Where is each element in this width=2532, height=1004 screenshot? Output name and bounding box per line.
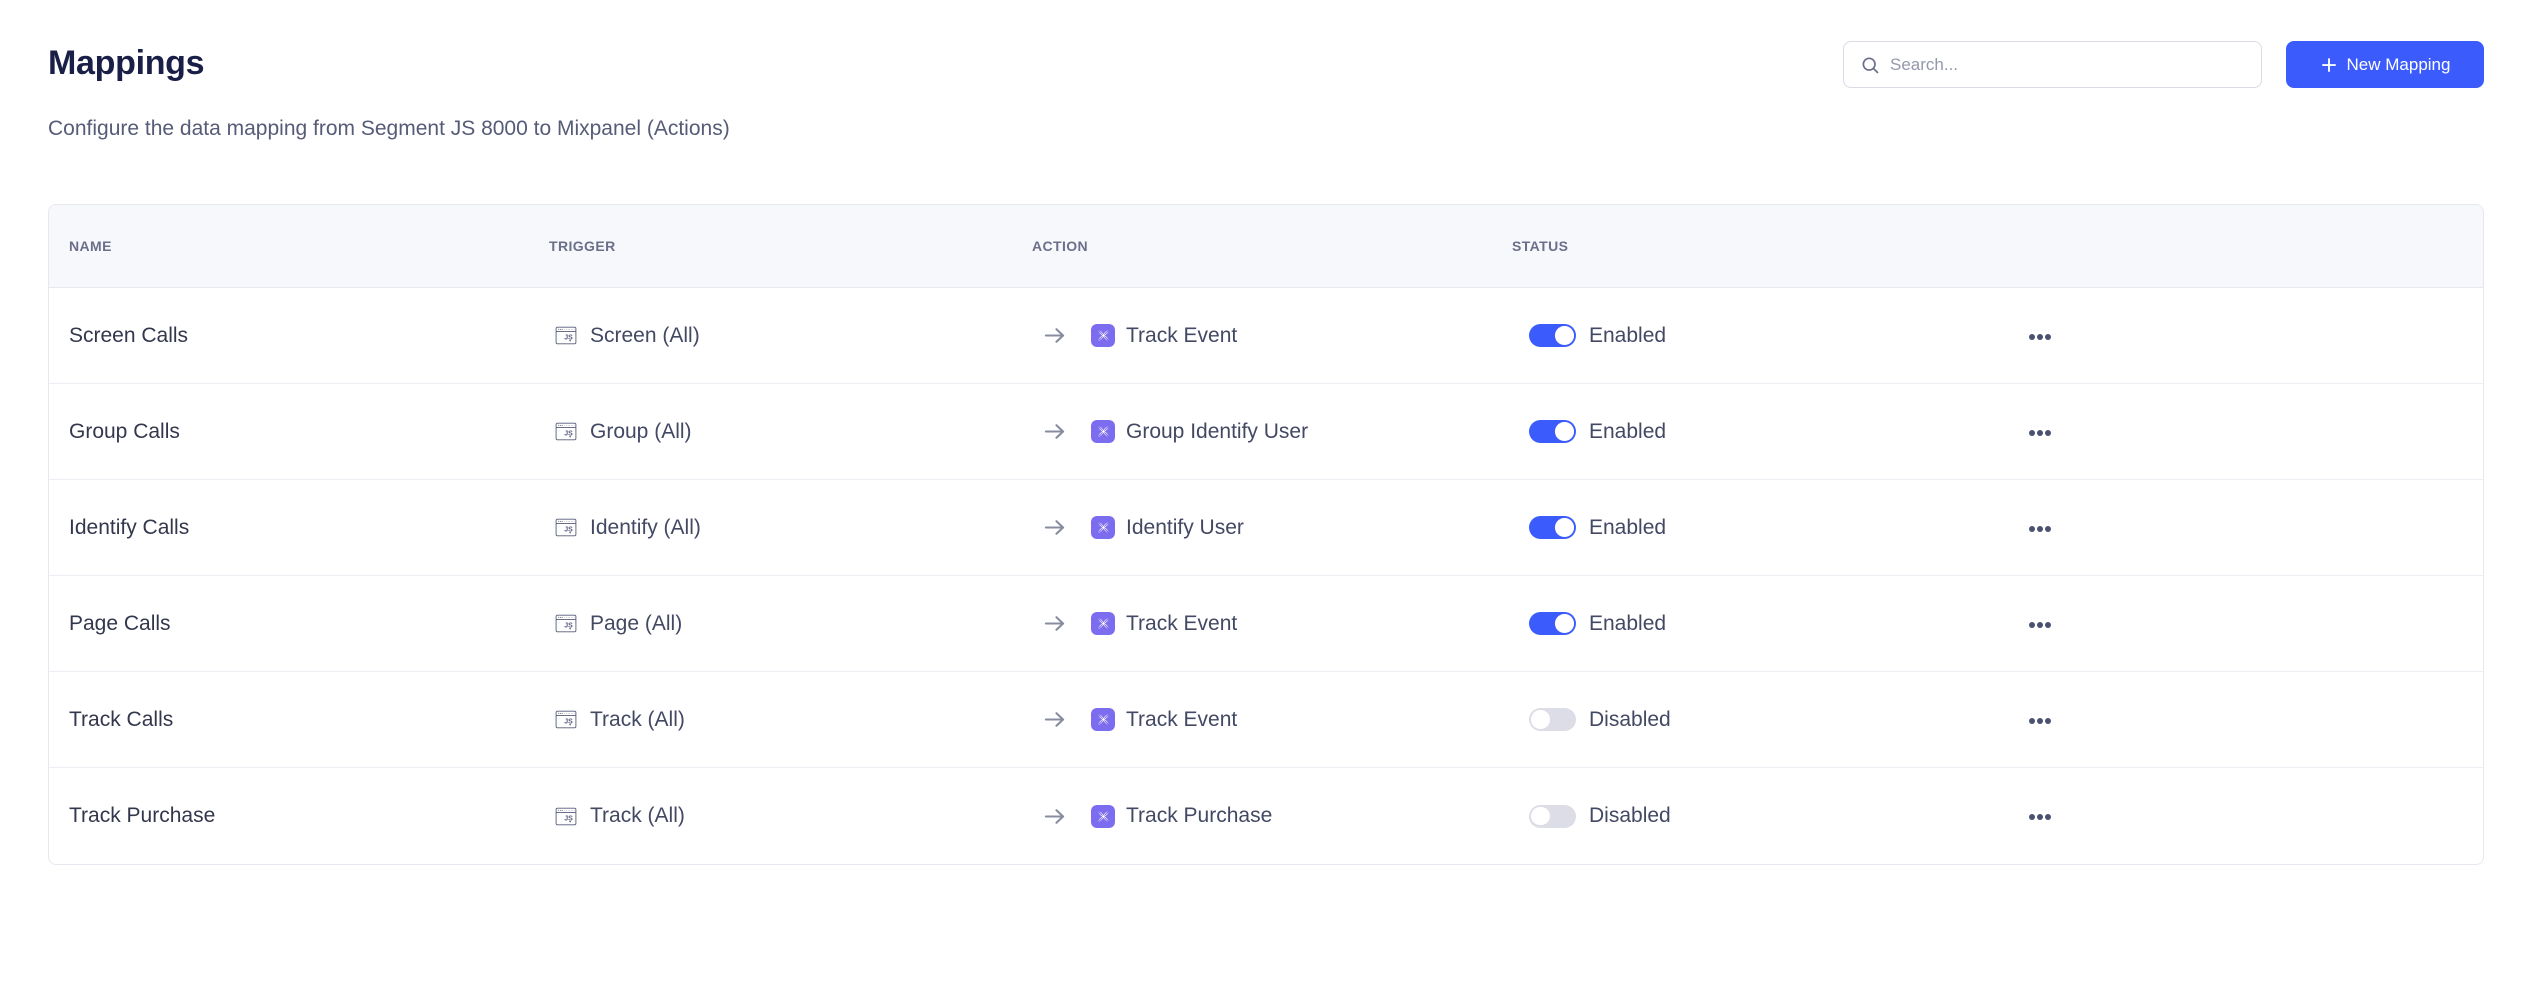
svg-text:JS: JS: [564, 622, 573, 629]
svg-text:JS: JS: [564, 815, 573, 822]
svg-text:JS: JS: [564, 334, 573, 341]
svg-text:JS: JS: [564, 526, 573, 533]
svg-text:JS: JS: [564, 718, 573, 725]
svg-text:JS: JS: [564, 430, 573, 437]
